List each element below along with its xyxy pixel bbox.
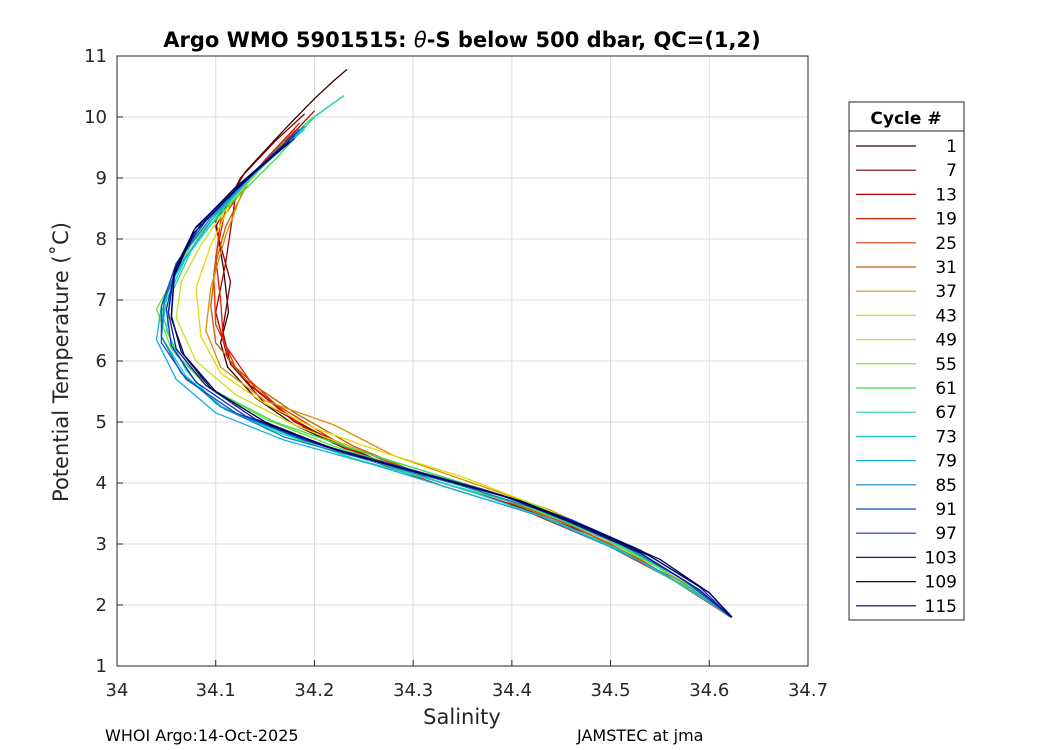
- x-tick-label: 34.6: [689, 680, 729, 701]
- legend-label-97: 97: [935, 524, 957, 544]
- y-axis-ticks: 1 2 3 4 5 6 7 8 9 10 11: [84, 46, 123, 677]
- y-tick-label: 5: [96, 412, 107, 433]
- legend-label-7: 7: [946, 161, 957, 181]
- legend-label-1: 1: [946, 137, 957, 157]
- x-tick-label: 34.5: [591, 680, 631, 701]
- legend-label-61: 61: [935, 379, 957, 399]
- y-tick-label: 2: [96, 595, 107, 616]
- x-axis-ticks: 34 34.1 34.2 34.3 34.4 34.5 34.6 34.7: [106, 660, 828, 701]
- series-line-cycle-79: [155, 131, 730, 617]
- plot-frame: [116, 55, 809, 667]
- y-tick-label: 1: [96, 656, 107, 677]
- legend-label-13: 13: [935, 185, 957, 205]
- y-tick-label: 7: [96, 290, 107, 311]
- legend-label-31: 31: [935, 258, 957, 278]
- y-tick-label: 10: [84, 107, 107, 128]
- x-axis-label: Salinity: [423, 705, 501, 729]
- series-lines: [155, 68, 733, 618]
- legend-entries: 1 7 13 19 25 31 37 43 49 55 61 67 73 79 85 91 97 103 109 11…: [856, 137, 957, 617]
- legend-label-37: 37: [935, 282, 957, 302]
- chart-title-part-1: Argo WMO 5901515:: [163, 28, 414, 52]
- legend-label-19: 19: [935, 210, 957, 230]
- y-tick-label: 11: [84, 46, 107, 67]
- legend-label-103: 103: [925, 548, 957, 568]
- x-tick-label: 34.7: [788, 680, 828, 701]
- x-tick-label: 34: [106, 680, 129, 701]
- legend-label-49: 49: [935, 331, 957, 351]
- legend-label-79: 79: [935, 452, 957, 472]
- series-line-cycle-31: [210, 134, 710, 603]
- y-axis-label: Potential Temperature (˚C): [49, 222, 73, 502]
- y-tick-label: 8: [96, 229, 107, 250]
- legend-label-67: 67: [935, 403, 957, 423]
- legend-label-73: 73: [935, 427, 957, 447]
- x-tick-label: 34.1: [196, 680, 236, 701]
- legend: Cycle # 1 7 13 19 25 31 37 43 49 55 61 67 73 79 85 91 97…: [848, 101, 965, 621]
- legend-label-55: 55: [935, 355, 957, 375]
- legend-label-109: 109: [925, 573, 957, 593]
- footer-left: WHOI Argo:14-Oct-2025: [105, 726, 299, 745]
- x-tick-label: 34.2: [294, 680, 334, 701]
- series-line-cycle-67: [165, 96, 730, 615]
- footer-right: JAMSTEC at jma: [576, 726, 703, 745]
- y-tick-label: 3: [96, 534, 107, 555]
- chart-title-part-2: -S below 500 dbar, QC=(1,2): [427, 28, 761, 52]
- legend-label-115: 115: [925, 597, 957, 617]
- series-line-cycle-115: [170, 143, 733, 618]
- x-tick-label: 34.4: [492, 680, 532, 701]
- y-tick-label: 6: [96, 351, 107, 372]
- legend-label-91: 91: [935, 500, 957, 520]
- legend-label-43: 43: [935, 306, 957, 326]
- legend-label-25: 25: [935, 234, 957, 254]
- legend-label-85: 85: [935, 476, 957, 496]
- y-tick-label: 4: [96, 473, 107, 494]
- x-tick-label: 34.3: [393, 680, 433, 701]
- y-tick-label: 9: [96, 168, 107, 189]
- chart-title-theta: θ: [414, 28, 427, 52]
- legend-title: Cycle #: [870, 109, 941, 129]
- chart-title: Argo WMO 5901515: θ-S below 500 dbar, QC…: [163, 28, 760, 52]
